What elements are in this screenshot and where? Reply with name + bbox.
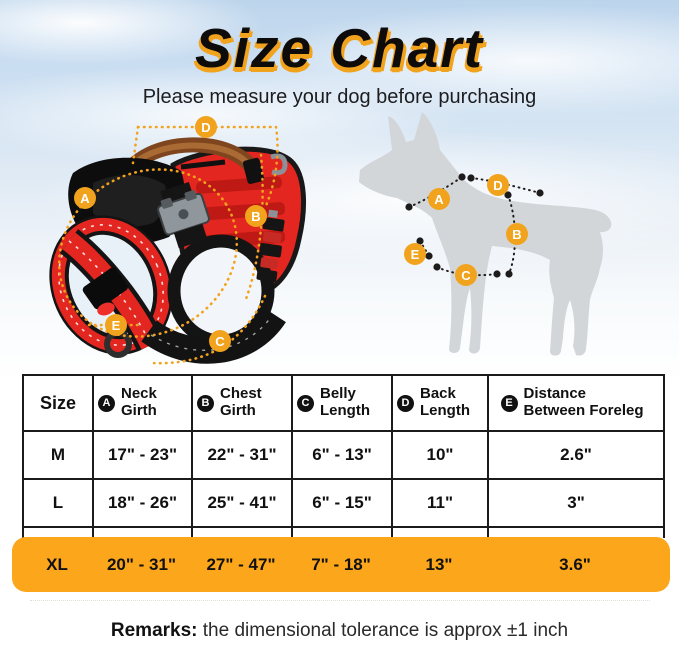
- cell-xl-back: 13": [425, 554, 453, 574]
- cell-m-belly: 6" - 13": [291, 430, 393, 480]
- dog-badge-a-icon: [428, 188, 450, 210]
- cell-xl-belly: 7" - 18": [311, 554, 371, 574]
- col-header-foreleg-label: Distance Between Foreleg: [523, 385, 644, 419]
- table-row-xl-stub: [22, 526, 665, 538]
- divider: [30, 600, 650, 601]
- cell-m-size: M: [22, 430, 94, 480]
- badge-c-label: C: [215, 334, 225, 349]
- col-header-chest-label: Chest Girth: [220, 385, 262, 419]
- badge-b-icon: [245, 205, 267, 227]
- col-header-foreleg: E Distance Between Foreleg: [487, 374, 665, 432]
- table-row-xl-highlighted: XL 20" - 31" 27" - 47" 7" - 18" 13" 3.6": [12, 537, 670, 592]
- col-badge-e-icon: E: [500, 394, 518, 412]
- col-header-size-label: Size: [39, 392, 77, 413]
- badge-a-icon: [74, 187, 96, 209]
- cell-l-belly: 6" - 15": [291, 478, 393, 528]
- cell-l-chest: 25" - 41": [191, 478, 293, 528]
- cell-m-back: 10": [391, 430, 489, 480]
- dog-badge-d-label: D: [493, 178, 502, 193]
- badge-e-label: E: [112, 318, 121, 333]
- table-header-row: Size A Neck Girth B Chest Girth C Belly …: [22, 374, 665, 432]
- badge-d-label: D: [201, 120, 210, 135]
- remarks: Remarks: the dimensional tolerance is ap…: [0, 620, 679, 642]
- dog-measurement-figure: A B C D E: [352, 108, 670, 375]
- page-title: Size Chart: [195, 17, 484, 79]
- cell-xl-size: XL: [46, 554, 68, 574]
- col-header-neck: A Neck Girth: [92, 374, 193, 432]
- col-header-back-label: Back Length: [420, 385, 470, 419]
- dog-badge-e-icon: [404, 243, 426, 265]
- measure-line-b: [244, 153, 264, 301]
- dog-badge-a-label: A: [434, 192, 444, 207]
- page-subtitle: Please measure your dog before purchasin…: [142, 86, 537, 108]
- dog-badge-d-icon: [487, 174, 509, 196]
- col-header-belly: C Belly Length: [291, 374, 393, 432]
- cell-l-neck: 18" - 26": [92, 478, 193, 528]
- col-header-neck-label: Neck Girth: [121, 385, 157, 419]
- col-badge-a-icon: A: [98, 394, 115, 412]
- cell-m-foreleg: 2.6": [487, 430, 665, 480]
- col-badge-d-icon: D: [397, 394, 414, 412]
- dog-badge-b-icon: [506, 223, 528, 245]
- badge-a-label: A: [80, 191, 90, 206]
- dog-badge-c-label: C: [461, 268, 471, 283]
- cell-l-size: L: [22, 478, 94, 528]
- cell-l-back: 11": [391, 478, 489, 528]
- col-header-chest: B Chest Girth: [191, 374, 293, 432]
- cell-l-foreleg: 3": [487, 478, 665, 528]
- table-row-l: L 18" - 26" 25" - 41" 6" - 15" 11" 3": [22, 478, 665, 528]
- harness-illustration-icon: A B C D E: [49, 116, 307, 365]
- badge-d-icon: [195, 116, 217, 138]
- dog-badge-b-label: B: [512, 227, 521, 242]
- dog-badge-c-icon: [455, 264, 477, 286]
- table-row-m: M 17" - 23" 22" - 31" 6" - 13" 10" 2.6": [22, 430, 665, 480]
- col-header-back: D Back Length: [391, 374, 489, 432]
- dog-measure-a: [408, 176, 463, 208]
- col-header-size: Size: [22, 374, 94, 432]
- remarks-label: Remarks:: [110, 620, 198, 641]
- badge-b-label: B: [251, 209, 260, 224]
- col-badge-b-icon: B: [197, 394, 214, 412]
- col-badge-c-icon: C: [297, 394, 314, 412]
- col-header-belly-label: Belly Length: [320, 385, 370, 419]
- cell-m-neck: 17" - 23": [92, 430, 193, 480]
- cell-xl-foreleg: 3.6": [559, 554, 591, 574]
- dog-silhouette-icon: A B C D E: [359, 112, 612, 356]
- measure-line-c: [149, 294, 267, 365]
- remarks-text: the dimensional tolerance is approx ±1 i…: [202, 620, 569, 641]
- badge-c-icon: [209, 330, 231, 352]
- size-table: Size A Neck Girth B Chest Girth C Belly …: [22, 374, 665, 538]
- cell-xl-chest: 27" - 47": [206, 554, 276, 574]
- measure-loop-a: [57, 168, 239, 338]
- dog-badge-e-label: E: [411, 247, 420, 262]
- cell-m-chest: 22" - 31": [191, 430, 293, 480]
- harness-figure: A B C D E: [33, 113, 318, 376]
- cell-xl-neck: 20" - 31": [106, 554, 177, 574]
- badge-e-icon: [105, 314, 127, 336]
